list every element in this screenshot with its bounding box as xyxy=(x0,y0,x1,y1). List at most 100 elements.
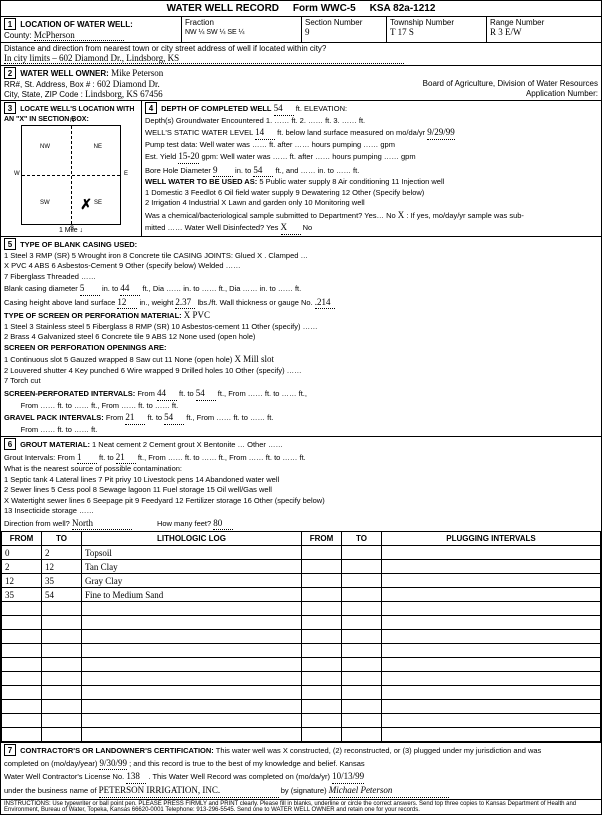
height-value: 12 xyxy=(117,296,137,310)
weight-label: in., weight xyxy=(140,298,174,307)
sw-value: 14 xyxy=(255,126,275,140)
table-row xyxy=(2,658,601,672)
section-6-num: 6 xyxy=(4,438,16,450)
open-label: SCREEN OR PERFORATION OPENINGS ARE: xyxy=(4,343,167,352)
section-5-row: 5 TYPE OF BLANK CASING USED: 1 Steel 3 R… xyxy=(1,236,601,436)
section-7-row: 7 CONTRACTOR'S OR LANDOWNER'S CERTIFICAT… xyxy=(1,742,601,798)
chem-suffix: : If yes, mo/day/yr sample was sub- xyxy=(406,211,524,220)
form-title: WATER WELL RECORD Form WWC-5 KSA 82a-121… xyxy=(1,1,601,16)
open-items3: 7 Torch cut xyxy=(4,376,41,385)
distance-row: Distance and direction from nearest town… xyxy=(1,42,601,65)
gi-suffix: ft., From …… ft. to …… ft., From …… ft. … xyxy=(138,453,306,462)
weight-value: 2.37 xyxy=(175,296,195,310)
screen-items2: 2 Brass 4 Galvanized steel 6 Concrete ti… xyxy=(4,332,255,341)
table-row xyxy=(2,630,601,644)
s5-items2: X PVC 4 ABS 6 Asbestos-Cement 9 Other (s… xyxy=(4,261,241,270)
log-header-plug: PLUGGING INTERVALS xyxy=(382,532,601,546)
section-7-num: 7 xyxy=(4,744,16,756)
spi-to: 54 xyxy=(196,387,216,401)
table-row xyxy=(2,700,601,714)
section-value: 9 xyxy=(305,27,310,37)
owner-name: Mike Peterson xyxy=(111,68,163,78)
gi-from: 1 xyxy=(77,451,97,465)
ksa-ref: KSA 82a-1212 xyxy=(370,3,436,14)
contam-label: What is the nearest source of possible c… xyxy=(4,464,182,473)
distance-label: Distance and direction from nearest town… xyxy=(4,44,326,53)
table-row: 212Tan Clay xyxy=(2,560,601,574)
city-value: Lindsborg, KS 67456 xyxy=(85,89,163,99)
s5-items2b: 7 Fiberglass Threaded …… xyxy=(4,272,96,281)
comp-label: completed on (mo/day/year) xyxy=(4,759,97,768)
lithologic-log-table: FROM TO LITHOLOGIC LOG FROM TO PLUGGING … xyxy=(1,531,601,742)
spi-from: 44 xyxy=(157,387,177,401)
lic-mid: . This Water Well Record was completed o… xyxy=(148,772,330,781)
section-label: Section Number xyxy=(305,18,362,27)
section-4-num: 4 xyxy=(145,102,157,114)
table-row xyxy=(2,672,601,686)
section-5-num: 5 xyxy=(4,238,16,250)
weight-suffix: lbs./ft. Wall thickness or gauge No. xyxy=(197,298,312,307)
use-label: WELL WATER TO BE USED AS: xyxy=(145,177,257,186)
sig-label: by (signature) xyxy=(281,786,327,795)
contam-items3: X Watertight sewer lines 6 Seepage pit 9… xyxy=(4,496,325,505)
open-x: X Mill slot xyxy=(234,354,274,364)
chem-ans: X xyxy=(398,210,405,220)
spi-label: SCREEN-PERFORATED INTERVALS: xyxy=(4,389,135,398)
log-header-from: FROM xyxy=(2,532,42,546)
county-label: County: xyxy=(4,31,32,40)
gi-mid: ft. to xyxy=(99,453,114,462)
dir-value: North xyxy=(72,517,132,531)
section-1-num: 1 xyxy=(4,18,16,30)
mitted: mitted …… xyxy=(145,223,183,232)
board-text: Board of Agriculture, Division of Water … xyxy=(423,79,598,88)
bore-label: Bore Hole Diameter xyxy=(145,166,211,175)
chem-label: Was a chemical/bacteriological sample su… xyxy=(145,211,396,220)
dis-label: Water Well Disinfected? Yes xyxy=(185,223,279,232)
yield-line: gpm: Well water was …… ft. after …… hour… xyxy=(201,152,415,161)
bus-value: PETERSON IRRIGATION, INC. xyxy=(99,784,279,798)
gp-label: GRAVEL PACK INTERVALS: xyxy=(4,413,104,422)
s2-owner-label: WATER WELL OWNER: xyxy=(20,69,109,78)
addr-value: 602 Diamond Dr. xyxy=(97,79,160,89)
distance-value: In city limits – 602 Diamond Dr., Lindsb… xyxy=(4,53,404,64)
fraction-label: Fraction xyxy=(185,18,214,27)
elev-label: ft. ELEVATION: xyxy=(296,104,347,113)
dir-label: Direction from well? xyxy=(4,519,70,528)
dis-x: X xyxy=(281,221,301,235)
dia-to: 44 xyxy=(120,282,140,296)
log-header-to: TO xyxy=(42,532,82,546)
table-row xyxy=(2,616,601,630)
gw-label: Depth(s) Groundwater Encountered xyxy=(145,116,264,125)
gp-to: 54 xyxy=(164,411,184,425)
range-value: R 3 E/W xyxy=(490,27,522,37)
bore-suffix: ft., and …… in. to …… ft. xyxy=(276,166,360,175)
height-label: Casing height above land surface xyxy=(4,298,115,307)
dia-suffix: ft., Dia …… in. to …… ft., Dia …… in. to… xyxy=(142,284,301,293)
gp-line: ft., From …… ft. to …… ft. xyxy=(186,413,273,422)
section-1-row: 1 LOCATION OF WATER WELL: County: McPher… xyxy=(1,16,601,42)
table-row xyxy=(2,644,601,658)
open-items: 1 Continuous slot 5 Gauzed wrapped 8 Saw… xyxy=(4,355,232,364)
cert-line: This water well was X constructed, (2) r… xyxy=(216,746,542,755)
log-header-to2: TO xyxy=(342,532,382,546)
range-label: Range Number xyxy=(490,18,544,27)
uses3: 5 Public water supply 8 Air conditioning… xyxy=(259,177,444,186)
spi-line: ft., From …… ft. to …… ft., xyxy=(218,389,307,398)
uses2: 2 Irrigation 4 Industrial X Lawn and gar… xyxy=(145,198,365,207)
dia-label: Blank casing diameter xyxy=(4,284,78,293)
instructions-row: INSTRUCTIONS: Use typewriter or ball poi… xyxy=(1,799,601,814)
form-page: WATER WELL RECORD Form WWC-5 KSA 82a-121… xyxy=(0,0,602,815)
hmf-label: How many feet? xyxy=(157,519,211,528)
dia-value: 5 xyxy=(80,282,100,296)
table-row: 3554Fine to Medium Sand xyxy=(2,588,601,602)
gi-to: 21 xyxy=(116,451,136,465)
s4-depth-label: DEPTH OF COMPLETED WELL xyxy=(161,104,271,113)
sw-suffix: ft. below land surface measured on mo/da… xyxy=(277,128,425,137)
s1-location-label: LOCATION OF WATER WELL: xyxy=(20,20,133,29)
table-row xyxy=(2,714,601,728)
bore-mid: in. to xyxy=(235,166,251,175)
city-label: City, State, ZIP Code : xyxy=(4,90,83,99)
instructions-text: INSTRUCTIONS: Use typewriter or ball poi… xyxy=(1,800,601,814)
uses: 1 Domestic 3 Feedlot 6 Oil field water s… xyxy=(145,188,424,197)
screen-label: TYPE OF SCREEN OR PERFORATION MATERIAL: xyxy=(4,311,182,320)
